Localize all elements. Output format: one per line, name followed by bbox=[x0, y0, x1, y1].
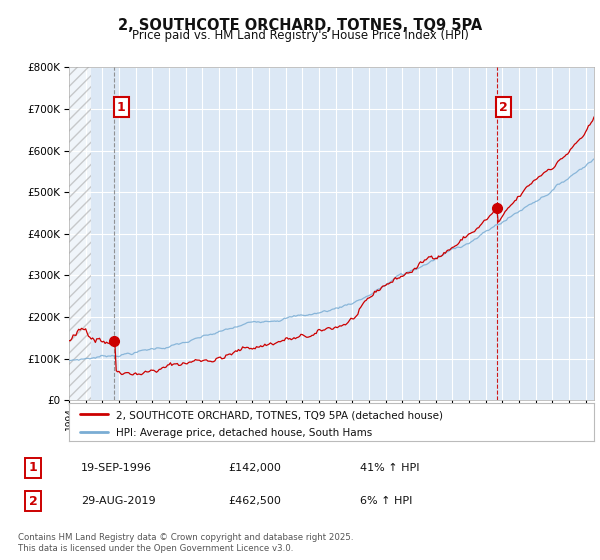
Text: 2, SOUTHCOTE ORCHARD, TOTNES, TQ9 5PA: 2, SOUTHCOTE ORCHARD, TOTNES, TQ9 5PA bbox=[118, 18, 482, 33]
Text: 29-AUG-2019: 29-AUG-2019 bbox=[81, 496, 155, 506]
Text: £462,500: £462,500 bbox=[228, 496, 281, 506]
Text: 6% ↑ HPI: 6% ↑ HPI bbox=[360, 496, 412, 506]
Text: Contains HM Land Registry data © Crown copyright and database right 2025.
This d: Contains HM Land Registry data © Crown c… bbox=[18, 533, 353, 553]
Polygon shape bbox=[69, 67, 91, 400]
Text: 2: 2 bbox=[29, 494, 37, 508]
Text: 19-SEP-1996: 19-SEP-1996 bbox=[81, 463, 152, 473]
Text: 1: 1 bbox=[29, 461, 37, 474]
Text: HPI: Average price, detached house, South Hams: HPI: Average price, detached house, Sout… bbox=[116, 428, 373, 438]
Text: 2, SOUTHCOTE ORCHARD, TOTNES, TQ9 5PA (detached house): 2, SOUTHCOTE ORCHARD, TOTNES, TQ9 5PA (d… bbox=[116, 410, 443, 421]
Text: Price paid vs. HM Land Registry's House Price Index (HPI): Price paid vs. HM Land Registry's House … bbox=[131, 29, 469, 42]
Text: 1: 1 bbox=[117, 101, 125, 114]
Text: 41% ↑ HPI: 41% ↑ HPI bbox=[360, 463, 419, 473]
Text: 2: 2 bbox=[499, 101, 508, 114]
Text: £142,000: £142,000 bbox=[228, 463, 281, 473]
